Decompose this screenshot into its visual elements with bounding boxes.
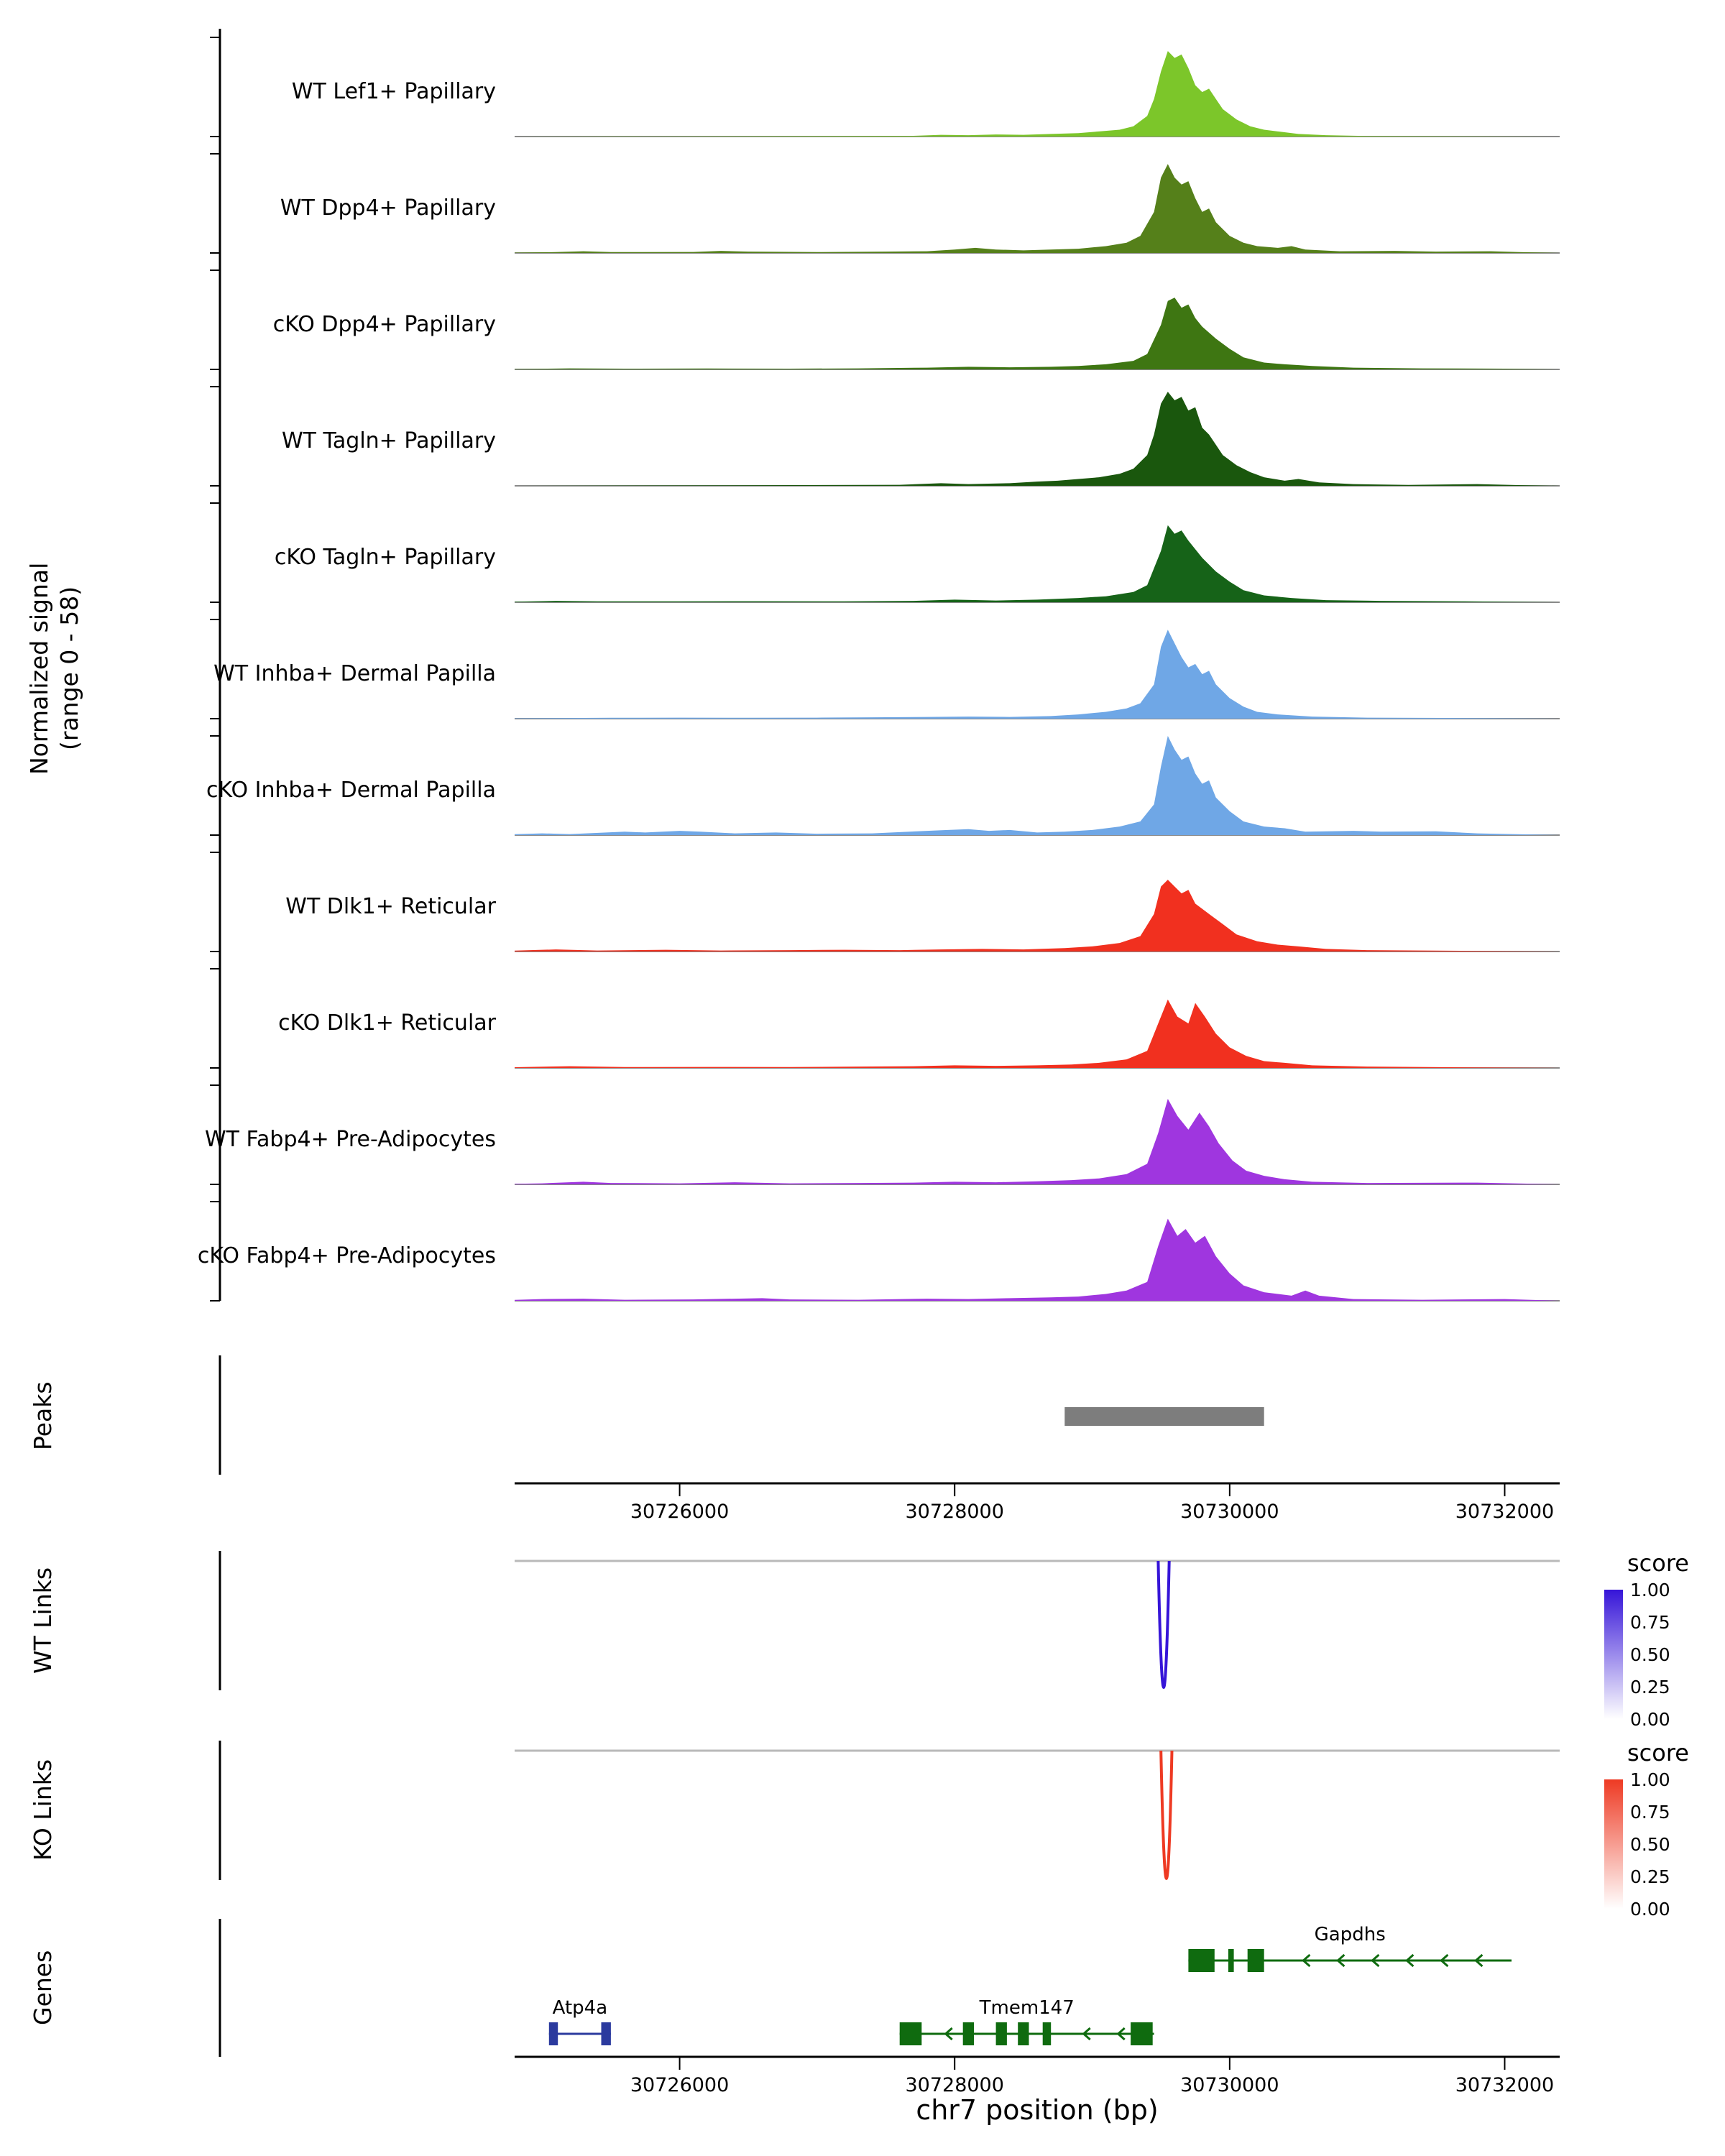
wt-score-legend-tick-label: 0.25: [1630, 1677, 1670, 1697]
ko-score-legend-title: score: [1627, 1739, 1689, 1766]
strand-arrow-icon: [1336, 1953, 1346, 1968]
gene-exon: [995, 2022, 1007, 2045]
gene-exon: [1018, 2022, 1029, 2045]
section-label-ko-links: KO Links: [29, 1759, 57, 1861]
link-arc: [1159, 1750, 1174, 1880]
signal-area-track-0: [515, 51, 1560, 137]
strand-arrow-icon: [1302, 1953, 1311, 1968]
signal-area-track-9: [515, 1099, 1560, 1184]
x-tick-label: 30732000: [1455, 2074, 1554, 2096]
gene-exon: [548, 2022, 558, 2045]
strand-arrow-icon: [1405, 1953, 1414, 1968]
strand-arrow-icon: [1082, 2027, 1091, 2041]
track-label-wt-tagln: WT Tagln+ Papillary: [282, 428, 496, 453]
track-label-cko-tagln: cKO Tagln+ Papillary: [274, 545, 496, 570]
ko-score-legend-tick-label: 0.00: [1630, 1899, 1670, 1920]
signal-area-track-8: [515, 999, 1560, 1068]
gene-exon: [962, 2022, 974, 2045]
x-tick-label: 30730000: [1180, 1501, 1279, 1523]
peak-bar: [1064, 1407, 1264, 1426]
gene-label-atp4a: Atp4a: [553, 1997, 608, 2019]
x-tick-label: 30730000: [1180, 2074, 1279, 2096]
x-tick-label: 30726000: [630, 1501, 729, 1523]
ko-score-legend-tick-label: 0.25: [1630, 1866, 1670, 1887]
link-arc: [1156, 1560, 1171, 1689]
strand-arrow-icon: [944, 2027, 953, 2041]
signal-area-track-2: [515, 298, 1560, 369]
wt-score-legend-tick-label: 0.75: [1630, 1612, 1670, 1633]
signal-area-track-7: [515, 880, 1560, 952]
track-label-wt-inhba: WT Inhba+ Dermal Papilla: [213, 661, 496, 686]
gene-exon: [1131, 2022, 1153, 2045]
section-label-genes: Genes: [29, 1950, 57, 2026]
track-label-wt-fabp4: WT Fabp4+ Pre-Adipocytes: [205, 1127, 496, 1152]
gene-label-gapdhs: Gapdhs: [1315, 1924, 1386, 1945]
strand-arrow-icon: [1371, 1953, 1380, 1968]
signal-area-track-6: [515, 736, 1560, 835]
gene-exon: [1188, 1949, 1215, 1972]
strand-arrow-icon: [1440, 1953, 1449, 1968]
signal-area-track-1: [515, 164, 1560, 253]
strand-arrow-icon: [1474, 1953, 1484, 1968]
section-label-wt-links: WT Links: [29, 1567, 57, 1674]
gene-exon: [1228, 1949, 1234, 1972]
x-tick-label: 30726000: [630, 2074, 729, 2096]
signal-area-track-5: [515, 630, 1560, 719]
wt-score-legend-tick-label: 1.00: [1630, 1580, 1670, 1600]
x-tick-label: 30728000: [905, 2074, 1003, 2096]
wt-score-legend-tick-label: 0.50: [1630, 1644, 1670, 1665]
x-tick-label: 30728000: [905, 1501, 1003, 1523]
track-label-cko-inhba: cKO Inhba+ Dermal Papilla: [206, 778, 496, 803]
ko-score-legend-gradient-bar: [1604, 1779, 1623, 1909]
track-label-wt-dlk1: WT Dlk1+ Reticular: [285, 894, 496, 919]
gene-exon: [899, 2022, 922, 2045]
x-axis-title: chr7 position (bp): [916, 2094, 1159, 2126]
track-label-cko-dpp4: cKO Dpp4+ Papillary: [272, 312, 496, 337]
gene-label-tmem147: Tmem147: [979, 1997, 1075, 2019]
x-tick-label: 30732000: [1455, 1501, 1554, 1523]
gene-exon: [601, 2022, 611, 2045]
section-label-peaks: Peaks: [29, 1381, 57, 1450]
signal-area-track-3: [515, 392, 1560, 486]
strand-arrow-icon: [1116, 2027, 1126, 2041]
signal-area-track-10: [515, 1218, 1560, 1301]
ko-score-legend-tick-label: 0.50: [1630, 1834, 1670, 1855]
track-label-wt-dpp4: WT Dpp4+ Papillary: [280, 195, 496, 221]
track-label-cko-dlk1: cKO Dlk1+ Reticular: [278, 1010, 496, 1036]
wt-score-legend-gradient-bar: [1604, 1590, 1623, 1719]
gene-exon: [1042, 2022, 1052, 2045]
gene-exon: [1247, 1949, 1264, 1972]
track-label-cko-fabp4: cKO Fabp4+ Pre-Adipocytes: [197, 1243, 496, 1268]
wt-score-legend-title: score: [1627, 1549, 1689, 1577]
wt-score-legend-tick-label: 0.00: [1630, 1709, 1670, 1730]
track-label-wt-lef1: WT Lef1+ Papillary: [291, 79, 496, 104]
ko-score-legend-tick-label: 0.75: [1630, 1802, 1670, 1823]
signal-area-track-4: [515, 525, 1560, 602]
ko-score-legend-tick-label: 1.00: [1630, 1769, 1670, 1790]
